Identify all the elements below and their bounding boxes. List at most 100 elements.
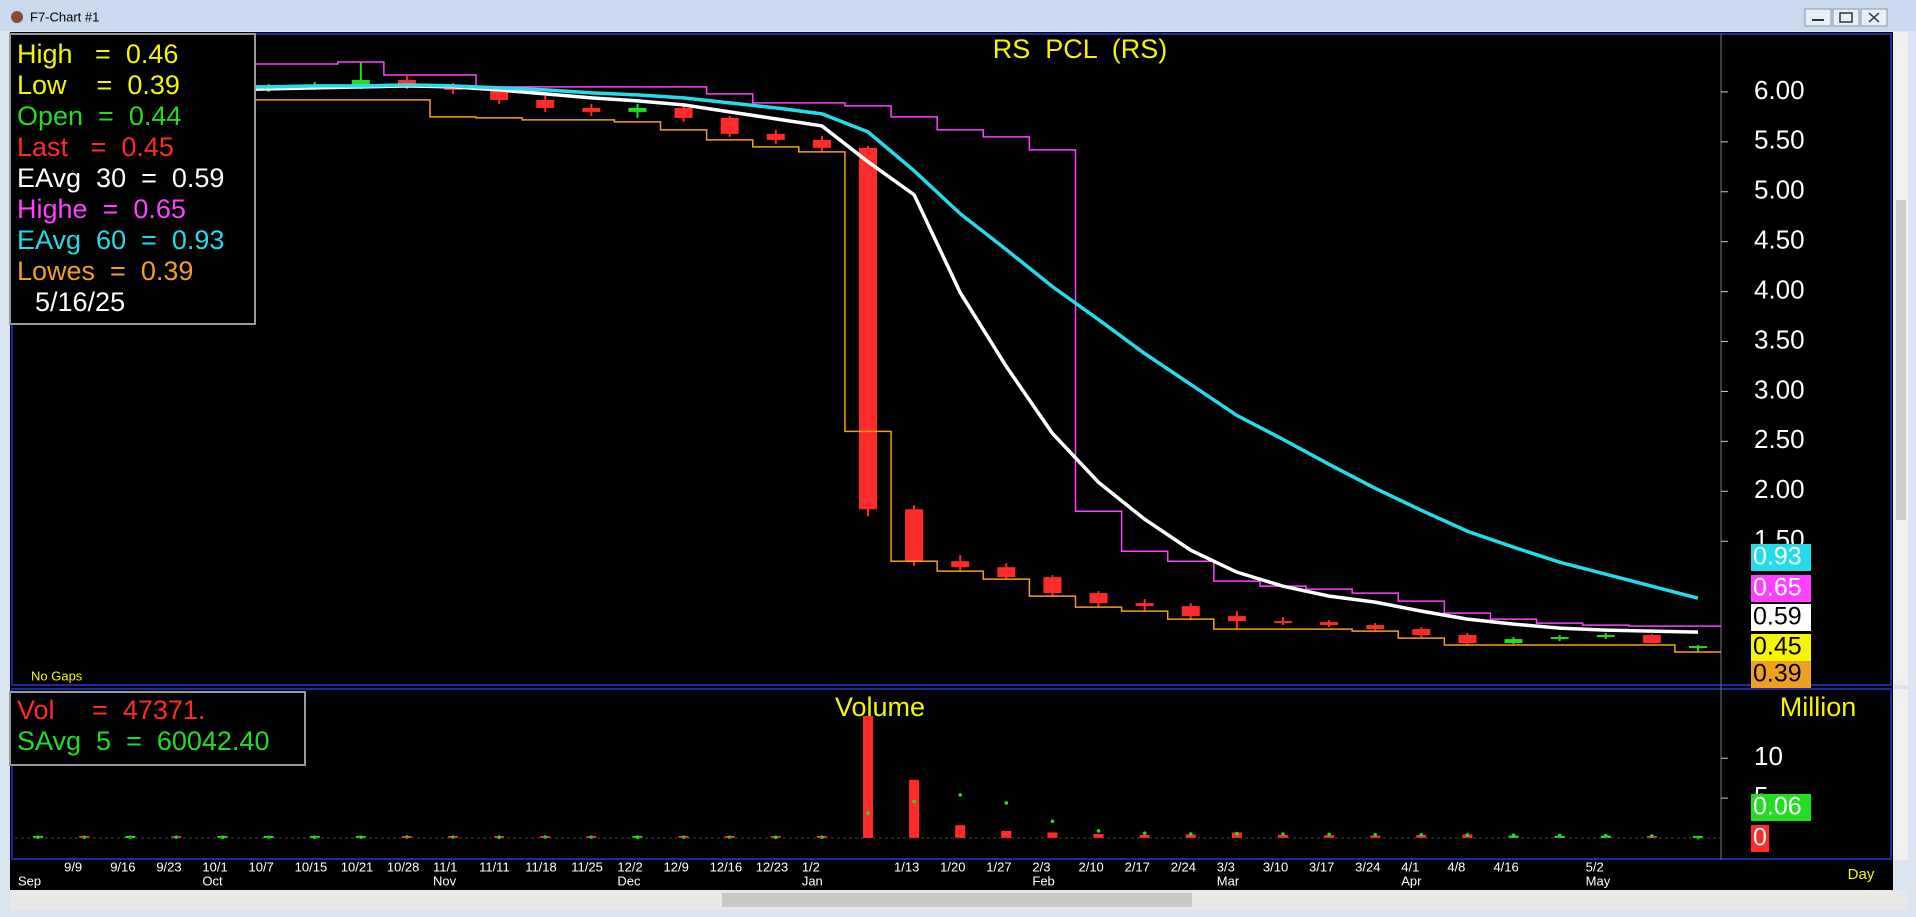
- month-label: Oct: [202, 873, 223, 888]
- volume-bar: [909, 779, 920, 838]
- legend-value: 0.44: [129, 101, 182, 131]
- legend-entry: Low = 0.39: [17, 70, 180, 100]
- candle-body: [536, 99, 555, 108]
- y-tick-label: 4.00: [1754, 274, 1805, 304]
- candle-body: [397, 79, 416, 86]
- savg-dot: [1557, 833, 1562, 838]
- value-badge-label: 0.93: [1753, 543, 1802, 571]
- candle-body: [1181, 606, 1200, 617]
- savg-dot: [497, 835, 501, 840]
- candle-body: [1688, 646, 1707, 649]
- savg-dot: [82, 835, 86, 840]
- volume-bar: [1277, 834, 1288, 838]
- horizontal-scroll-thumb[interactable]: [722, 893, 1192, 907]
- savg-dot: [1603, 833, 1608, 838]
- y-tick-label: 3.00: [1754, 374, 1805, 404]
- legend-label: Low =: [17, 70, 127, 100]
- x-tick-label: 1/20: [940, 859, 965, 874]
- x-tick-label: 3/10: [1263, 859, 1288, 874]
- legend-value: 0.59: [172, 163, 225, 193]
- candle-body: [1089, 593, 1108, 604]
- legend-entry: EAvg 30 = 0.59: [17, 163, 224, 193]
- y-tick-label: 6.00: [1754, 75, 1805, 105]
- month-label: Sep: [18, 873, 41, 888]
- x-tick-label: 10/15: [295, 859, 328, 874]
- price-scroll-thumb[interactable]: [1896, 200, 1906, 520]
- indicator-line: [15, 99, 1721, 653]
- legend-entry: Last = 0.45: [17, 132, 174, 162]
- y-tick-label: 10: [1754, 741, 1783, 771]
- x-tick-label: 11/25: [571, 859, 603, 874]
- value-badge: [1751, 575, 1811, 602]
- x-tick-label: 2/17: [1125, 859, 1150, 874]
- legend-label: Open =: [17, 101, 129, 131]
- x-tick-label: 10/7: [249, 859, 274, 874]
- minimize-button[interactable]: [1804, 8, 1832, 27]
- volume-bar: [1370, 835, 1381, 838]
- x-tick-label: 2/24: [1171, 859, 1196, 874]
- period-label: Day: [1848, 866, 1875, 883]
- volume-title: Volume: [835, 692, 925, 722]
- x-tick-label: 3/17: [1309, 859, 1334, 874]
- legend-label: High =: [17, 39, 126, 69]
- candle-body: [582, 107, 601, 112]
- x-tick-label: 10/21: [341, 859, 374, 874]
- savg-dot: [1050, 819, 1055, 824]
- legend-entry: Highe = 0.65: [17, 194, 186, 224]
- savg-dot: [266, 835, 271, 840]
- month-label: Apr: [1401, 873, 1422, 888]
- maximize-button[interactable]: [1832, 8, 1860, 27]
- y-tick-label: 2.50: [1754, 424, 1805, 454]
- legend-value: 60042.40: [157, 726, 270, 756]
- legend-value: 0.39: [127, 70, 180, 100]
- savg-dot: [1511, 833, 1516, 838]
- candle-body: [1135, 603, 1154, 607]
- savg-dot: [1281, 832, 1285, 836]
- value-badge: [1751, 634, 1811, 661]
- legend-label: SAvg 5 =: [17, 726, 157, 756]
- y-tick-label: 5.50: [1754, 125, 1805, 155]
- x-tick-label: 12/2: [617, 859, 642, 874]
- value-badge: [1751, 661, 1811, 688]
- volume-scrollbar[interactable]: [1893, 689, 1908, 860]
- month-label: Dec: [617, 873, 641, 888]
- savg-dot: [1327, 832, 1331, 837]
- candle-body: [812, 139, 831, 148]
- x-tick-label: 11/11: [479, 859, 510, 874]
- candle-body: [674, 107, 693, 118]
- candle-body: [1320, 622, 1339, 626]
- candle-body: [859, 147, 877, 510]
- savg-dot: [1096, 829, 1101, 833]
- y-tick-label: 2.00: [1754, 474, 1805, 504]
- gap-note: No Gaps: [31, 668, 83, 683]
- x-tick-label: 10/28: [387, 859, 420, 874]
- legend-label: EAvg 60 =: [17, 225, 172, 255]
- legend-entry: Vol = 47371.: [17, 695, 205, 725]
- savg-dot: [773, 835, 778, 840]
- x-tick-label: 4/8: [1447, 859, 1465, 874]
- value-badge: [1751, 794, 1811, 821]
- x-tick-label: 4/16: [1493, 859, 1518, 874]
- value-badge: [1751, 825, 1769, 852]
- x-tick-label: 11/18: [525, 859, 557, 874]
- x-tick-label: 3/24: [1355, 859, 1380, 874]
- candle-body: [351, 79, 370, 85]
- month-label: Feb: [1032, 873, 1054, 888]
- legend-entry: EAvg 60 = 0.93: [17, 225, 224, 255]
- value-badge-label: 0.65: [1753, 574, 1802, 602]
- savg-dot: [1004, 801, 1009, 805]
- candle-body: [1273, 621, 1292, 624]
- legend-entry: SAvg 5 = 60042.40: [17, 726, 269, 756]
- legend-label: Vol =: [17, 695, 123, 725]
- savg-dot: [1465, 833, 1470, 837]
- chart-area: [10, 32, 1893, 890]
- x-tick-label: 2/3: [1032, 859, 1050, 874]
- candle-body: [1596, 635, 1615, 638]
- savg-dot: [727, 835, 732, 840]
- legend-value: 0.46: [126, 39, 179, 69]
- savg-dot: [1650, 834, 1654, 838]
- value-badge-label: 0.39: [1753, 660, 1802, 688]
- x-tick-label: 1/13: [894, 859, 919, 874]
